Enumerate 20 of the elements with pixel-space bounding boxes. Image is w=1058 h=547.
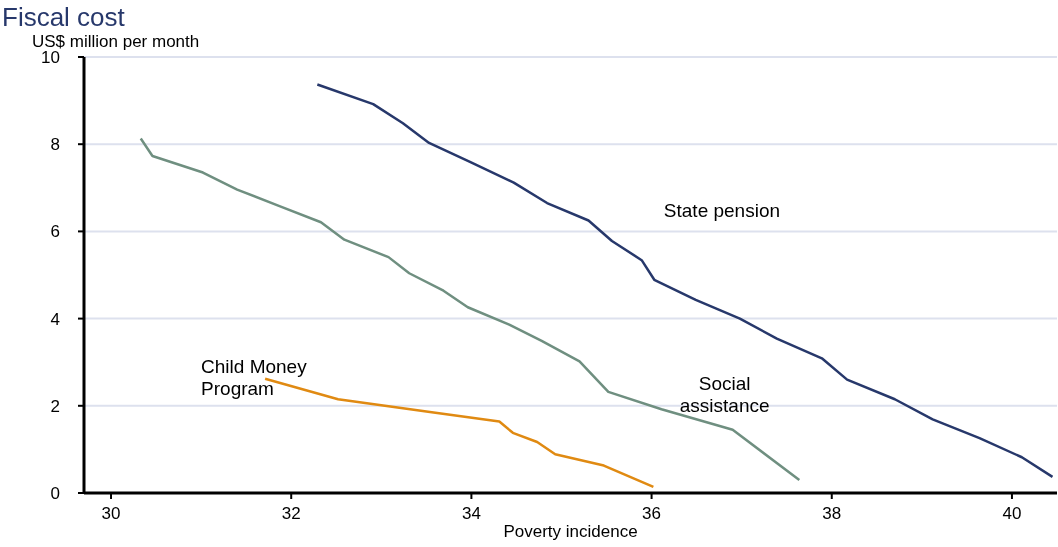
- x-tick-label: 34: [461, 504, 481, 524]
- series-label: Social assistance: [679, 372, 770, 416]
- y-tick-label: 2: [50, 396, 60, 416]
- y-tick-label: 8: [50, 135, 60, 155]
- y-tick-label: 10: [41, 48, 60, 68]
- y-axis-title: US$ million per month: [32, 32, 200, 51]
- x-tick-label: 30: [101, 504, 121, 524]
- y-tick-label: 6: [50, 222, 60, 242]
- chart-title: Fiscal cost: [2, 2, 125, 32]
- line-series: [139, 137, 801, 482]
- x-axis-title: Poverty incidence: [503, 522, 638, 541]
- x-tick-label: 38: [822, 504, 842, 524]
- line-series: [316, 83, 1054, 479]
- y-tick-label: 0: [50, 484, 60, 504]
- x-tick-label: 32: [281, 504, 301, 524]
- x-tick-label: 36: [642, 504, 662, 524]
- text: State pension: [663, 199, 781, 221]
- series-label: Child Money Program: [201, 355, 308, 399]
- y-tick-label: 4: [50, 309, 60, 329]
- x-tick-label: 40: [1002, 504, 1022, 524]
